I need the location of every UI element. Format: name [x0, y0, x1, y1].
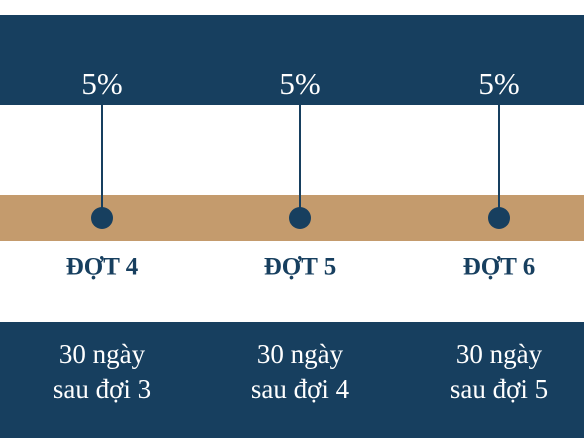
milestone-dot: [289, 207, 311, 229]
timing-text: 30 ngày: [59, 339, 146, 369]
phase-label: ĐỢT 6: [463, 254, 535, 281]
phase-label: ĐỢT 5: [264, 254, 336, 281]
timing-text: sau đợi 5: [450, 374, 548, 404]
top-band: [0, 15, 584, 105]
milestone-dot: [91, 207, 113, 229]
phases: 5% ĐỢT 4 30 ngày sau đợi 3 5% ĐỢT 5 30 ngày sau…: [53, 66, 548, 404]
timing-text: 30 ngày: [257, 339, 344, 369]
percent-label: 5%: [81, 66, 122, 101]
timing-text: 30 ngày: [456, 339, 543, 369]
milestone-dot: [488, 207, 510, 229]
percent-label: 5%: [478, 66, 519, 101]
phase-label: ĐỢT 4: [66, 254, 139, 281]
percent-label: 5%: [279, 66, 320, 101]
timing-text: sau đợi 4: [251, 374, 350, 404]
bottom-band: [0, 322, 584, 438]
timing-text: sau đợi 3: [53, 374, 151, 404]
